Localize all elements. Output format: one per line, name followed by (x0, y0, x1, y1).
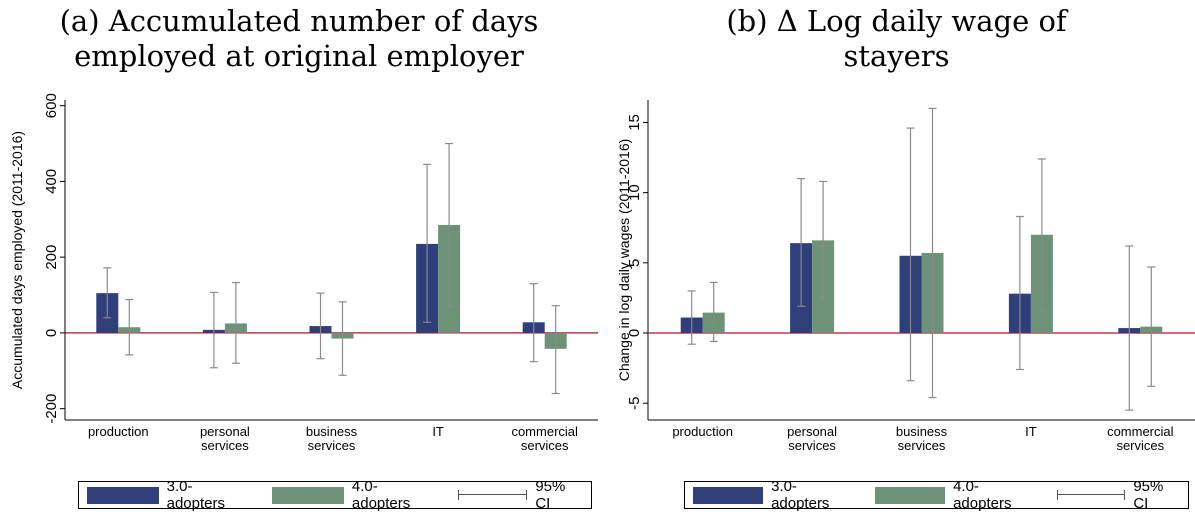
x-tick-label: commercial services (1107, 424, 1174, 453)
x-tick-label-line: production (672, 424, 733, 439)
x-tick-label: business services (306, 424, 358, 453)
x-tick-label-line: services (1116, 438, 1164, 453)
x-tick-label-line: services (308, 438, 356, 453)
x-tick-label-line: services (521, 438, 569, 453)
legend-swatch-4-adopters (874, 486, 946, 504)
legend-b: 3.0-adopters 4.0-adopters 95% CI (684, 478, 1189, 512)
legend-a: 3.0-adopters 4.0-adopters 95% CI (78, 478, 592, 512)
ci-whisker (928, 107, 937, 399)
x-tick-label-line: commercial (1107, 424, 1174, 439)
ci-whisker (906, 127, 915, 382)
x-tick-label: IT (432, 424, 444, 439)
ci-whisker (1037, 158, 1046, 312)
panel-b: (b) Δ Log daily wage of stayers -5 0 5 10 15… (598, 0, 1195, 512)
x-tick-label-line: IT (432, 424, 444, 439)
ci-icon (457, 490, 528, 500)
panel-b-title-line1: (b) Δ Log daily wage of (726, 4, 1067, 38)
y-tick-label: 0 (626, 329, 643, 337)
ci-whisker (103, 267, 112, 319)
ci-whisker (445, 142, 454, 307)
x-tick-label-line: services (788, 438, 836, 453)
ci-whisker (1147, 266, 1156, 387)
x-tick-label: IT (1025, 424, 1037, 439)
y-tick-label: 200 (43, 245, 60, 270)
y-axis-label: Change in log daily wages (2011-2016) (616, 139, 632, 382)
y-tick-label: 600 (43, 93, 60, 118)
ci-whisker (529, 283, 538, 363)
x-tick-label: commercial services (511, 424, 578, 453)
ci-whisker (1125, 245, 1134, 411)
y-axis-label: Accumulated days employed (2011-2016) (9, 131, 25, 389)
x-tick-label: personal services (200, 424, 250, 453)
x-tick-label-line: business (306, 424, 358, 439)
x-tick-label-line: production (88, 424, 149, 439)
x-tick-label-line: services (201, 438, 249, 453)
x-tick-label: business services (896, 424, 948, 453)
x-tick-label: personal services (787, 424, 837, 453)
y-tick-label: 15 (626, 114, 643, 131)
ci-whisker (209, 291, 218, 369)
ci-whisker (709, 281, 718, 343)
ci-whisker (551, 305, 560, 395)
legend-item-4-adopters: 4.0-adopters (272, 478, 433, 512)
ci-whisker (338, 301, 347, 376)
ci-whisker (125, 298, 134, 356)
x-tick-label-line: personal (787, 424, 837, 439)
panel-a-title-line1: (a) Accumulated number of days (59, 4, 539, 38)
y-tick-label: -5 (626, 396, 643, 409)
x-tick-label-line: business (896, 424, 948, 439)
y-tick-label: 10 (626, 184, 643, 201)
ci-whisker (819, 180, 828, 299)
legend-swatch-3-adopters (693, 486, 764, 504)
x-tick-label-line: services (898, 438, 946, 453)
chart-b: -5 0 5 10 15 Change in log daily wages (2011-… (616, 100, 1195, 453)
panel-a: (a) Accumulated number of days employed … (0, 0, 598, 512)
x-tick-label-line: personal (200, 424, 250, 439)
legend-swatch-3-adopters (87, 486, 159, 504)
panel-b-title-line2: stayers (843, 39, 950, 73)
panel-b-title: (b) Δ Log daily wage of stayers (598, 4, 1195, 74)
y-tick-label: 0 (43, 329, 60, 337)
ci-whisker (687, 290, 696, 345)
ci-whisker (797, 177, 806, 307)
panel-a-title: (a) Accumulated number of days employed … (0, 4, 598, 74)
y-tick-label: 5 (626, 259, 643, 267)
chart-a: -200 0 200 400 600 Accumulated days employed … (9, 93, 598, 453)
legend-swatch-4-adopters (272, 486, 344, 504)
y-tick-label: 400 (43, 169, 60, 194)
panel-a-title-line2: employed at original employer (74, 39, 524, 73)
ci-whisker (423, 163, 432, 323)
ci-whisker (1015, 215, 1024, 371)
ci-whisker (316, 292, 325, 360)
y-tick-label: -200 (43, 394, 60, 424)
x-tick-label: production (672, 424, 733, 439)
x-tick-label-line: IT (1025, 424, 1037, 439)
x-tick-label: production (88, 424, 149, 439)
ci-whisker (231, 281, 240, 364)
x-tick-label-line: commercial (511, 424, 578, 439)
ci-icon (1057, 490, 1126, 500)
